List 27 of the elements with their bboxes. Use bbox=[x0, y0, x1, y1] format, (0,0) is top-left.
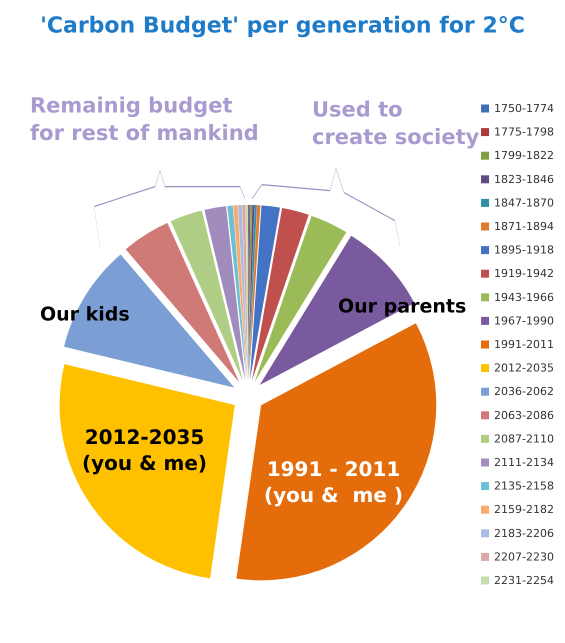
legend-label: 1750-1774 bbox=[494, 102, 554, 115]
chart-title: 'Carbon Budget' per generation for 2°C bbox=[40, 14, 525, 38]
text: Remainig budget for rest of mankind bbox=[30, 94, 259, 145]
legend-label: 1823-1846 bbox=[494, 172, 554, 186]
legend-label: 2111-2134 bbox=[494, 456, 554, 469]
legend-label: 1871-1894 bbox=[494, 220, 554, 233]
text: 2012-2035 (you & me) bbox=[82, 425, 208, 475]
text: 1991 - 2011 (you & me ) bbox=[264, 457, 403, 507]
text: Used to create society bbox=[312, 98, 480, 149]
legend-label: 2207-2230 bbox=[494, 550, 554, 564]
legend-label: 2012-2035 bbox=[494, 362, 554, 375]
legend-label: 2135-2158 bbox=[494, 480, 554, 493]
legend-label: 1943-1966 bbox=[494, 290, 554, 304]
legend-label: 1895-1918 bbox=[494, 244, 554, 257]
legend-label: 1919-1942 bbox=[494, 267, 554, 280]
legend-label: 1799-1822 bbox=[494, 149, 554, 162]
legend-label: 2036-2062 bbox=[494, 385, 554, 398]
legend-label: 1775-1798 bbox=[494, 126, 554, 139]
legend-label: 2159-2182 bbox=[494, 503, 554, 516]
legend-label: 1847-1870 bbox=[494, 196, 554, 210]
text: Our kids bbox=[40, 303, 130, 326]
legend-label: 2087-2110 bbox=[494, 432, 554, 446]
legend-label: 1967-1990 bbox=[494, 314, 554, 328]
legend-label: 1991-2011 bbox=[494, 338, 554, 351]
legend-label: 2063-2086 bbox=[494, 408, 554, 422]
legend-label: 2183-2206 bbox=[494, 526, 554, 540]
legend-label: 2231-2254 bbox=[494, 574, 554, 587]
